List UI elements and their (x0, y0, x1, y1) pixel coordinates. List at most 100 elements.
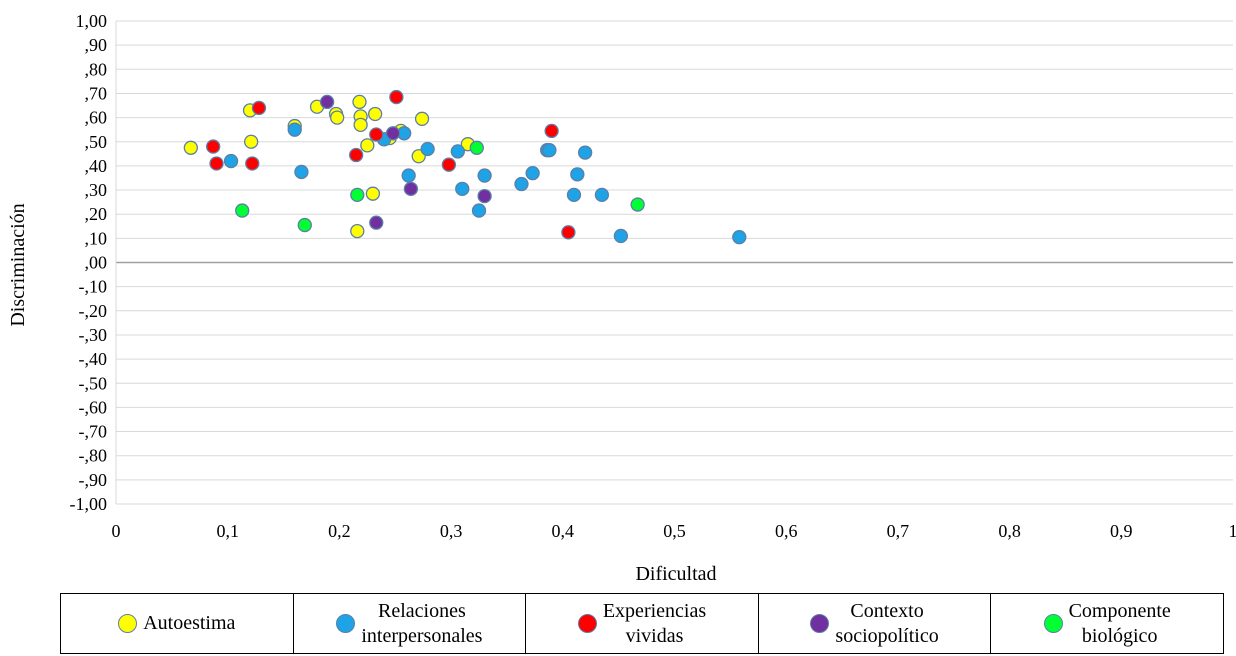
y-tick-label: ,30 (85, 180, 108, 200)
data-point (401, 168, 416, 183)
y-tick-label: ,90 (85, 35, 108, 55)
data-point (235, 203, 250, 218)
data-point (477, 188, 492, 204)
x-tick-labels: 0 0,1 0,2 0,3 0,4 0,5 0,6 0,7 0,8 0,9 1 (112, 521, 1236, 541)
x-tick-label: 0,6 (775, 521, 798, 541)
data-point (297, 217, 312, 233)
y-tick-label: ,70 (85, 83, 108, 103)
x-tick-label: 0,4 (552, 521, 575, 541)
y-tick-label: ,00 (85, 253, 108, 273)
data-point (566, 187, 582, 203)
y-tick-label: ,80 (85, 59, 108, 79)
legend-item: Autoestima (61, 594, 294, 653)
y-tick-label: -1,00 (70, 494, 108, 514)
x-tick-label: 1 (1229, 521, 1236, 541)
data-point (477, 168, 492, 183)
y-tick-label: -,70 (79, 422, 108, 442)
legend-label: Autoestima (143, 612, 236, 634)
legend-label: Relaciones interpersonales (361, 599, 483, 647)
data-point (471, 203, 487, 218)
data-point (319, 94, 335, 110)
data-point (223, 153, 239, 169)
data-point (287, 122, 302, 137)
gridlines (115, 20, 1233, 505)
y-tick-label: ,40 (85, 156, 108, 176)
x-tick-label: 0,7 (887, 521, 910, 541)
data-point (350, 223, 365, 239)
data-point (732, 229, 747, 245)
data-point (350, 187, 365, 203)
data-point (209, 156, 224, 171)
y-tick-label: -,80 (79, 446, 108, 466)
legend-item: Relaciones interpersonales (294, 594, 527, 653)
legend-item: Componente biológico (991, 594, 1223, 653)
data-point (369, 127, 384, 142)
legend-label: Componente biológico (1068, 599, 1171, 647)
legend-item: Experiencias vividas (526, 594, 759, 653)
data-point (245, 156, 260, 171)
x-tick-label: 0 (112, 521, 121, 541)
data-point (183, 140, 198, 155)
legend-marker (336, 614, 356, 633)
y-tick-label: ,50 (85, 132, 108, 152)
y-tick-label: -,40 (79, 349, 108, 369)
data-point (414, 111, 430, 126)
data-point (525, 165, 540, 181)
x-tick-label: 0,8 (998, 521, 1021, 541)
legend: Autoestima Relaciones interpersonales Expe… (60, 593, 1224, 654)
y-tick-label: -,10 (79, 277, 108, 297)
x-tick-label: 0,2 (328, 521, 351, 541)
data-point (561, 225, 576, 240)
y-tick-label: -,90 (79, 470, 108, 490)
y-tick-label: -,20 (79, 301, 108, 321)
y-tick-labels: 1,00 ,90 ,80 ,70 ,60 ,50 ,40 ,30 ,20 ,10 ,00 -,10 -,… (70, 11, 108, 514)
data-point (365, 186, 381, 201)
data-point (352, 94, 367, 110)
data-point (613, 228, 629, 244)
data-point (294, 164, 309, 180)
data-point (542, 143, 557, 158)
data-point (360, 138, 375, 153)
data-point (251, 100, 267, 116)
y-tick-label: -,30 (79, 325, 108, 345)
legend-label: Experiencias vividas (602, 599, 707, 647)
legend-marker (810, 614, 830, 633)
data-points (183, 89, 747, 245)
y-tick-label: -,50 (79, 373, 108, 393)
legend-marker (118, 614, 138, 633)
y-tick-label: ,60 (85, 108, 108, 128)
data-point (441, 157, 457, 172)
legend-item: Contexto sociopolítico (759, 594, 992, 653)
data-point (353, 117, 368, 132)
data-point (369, 215, 384, 230)
data-point (206, 139, 221, 154)
data-point (385, 126, 401, 141)
data-point (349, 147, 364, 163)
data-point (389, 89, 404, 105)
data-point (244, 134, 259, 149)
data-point (594, 187, 610, 203)
data-point (469, 140, 484, 155)
data-point (514, 176, 529, 192)
x-tick-label: 0,1 (216, 521, 239, 541)
x-tick-label: 0,3 (440, 521, 463, 541)
y-tick-label: ,20 (85, 204, 108, 224)
y-tick-label: ,10 (85, 228, 108, 248)
data-point (570, 167, 585, 182)
data-point (450, 144, 465, 159)
data-point (630, 197, 645, 212)
x-axis-label: Dificultad (635, 563, 716, 585)
legend-label: Contexto sociopolítico (835, 599, 939, 647)
data-point (367, 106, 383, 122)
data-point (330, 110, 345, 125)
y-tick-label: -,60 (79, 397, 108, 417)
y-axis-label: Discriminación (7, 203, 29, 326)
legend-marker (577, 614, 597, 633)
data-point (455, 181, 470, 196)
x-tick-label: 0,5 (663, 521, 686, 541)
x-tick-label: 0,9 (1110, 521, 1133, 541)
data-point (544, 123, 559, 139)
scatter-chart: 1,00 ,90 ,80 ,70 ,60 ,50 ,40 ,30 ,20 ,10 ,00 -,10 -,… (7, 11, 1236, 585)
data-point (420, 141, 435, 157)
legend-marker (1043, 614, 1063, 633)
